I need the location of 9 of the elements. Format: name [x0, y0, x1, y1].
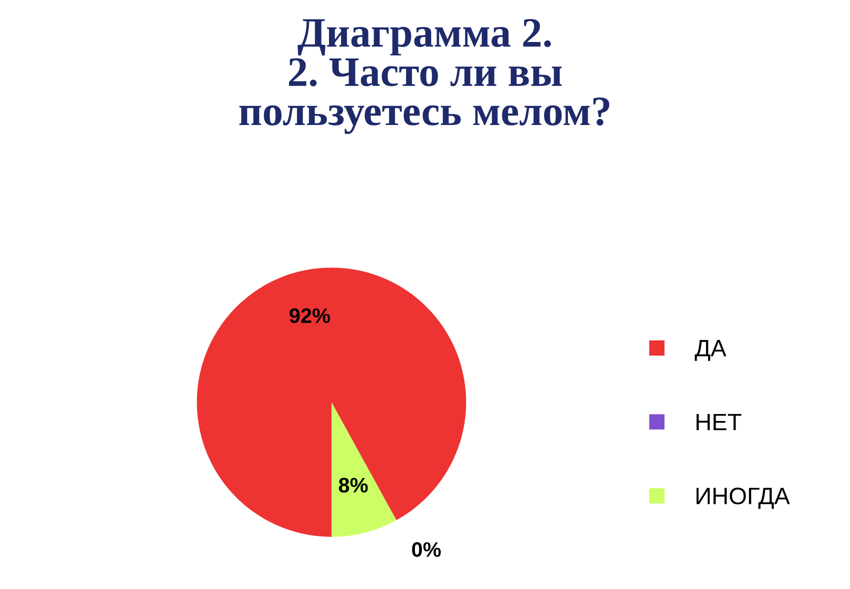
text: 0% [412, 542, 441, 557]
pie-slice [196, 268, 466, 537]
chart-title: Диаграмма 2. 2. Часто ли вы пользуетесь мелом? [239, 18, 610, 134]
legend-label: ДА [694, 340, 726, 361]
data-label: 92% [290, 308, 330, 324]
pie-slice [332, 402, 396, 537]
data-label: 8% [338, 478, 368, 493]
legend-label: НЕТ [696, 414, 742, 430]
legend-label: ИНОГДА [696, 488, 790, 509]
